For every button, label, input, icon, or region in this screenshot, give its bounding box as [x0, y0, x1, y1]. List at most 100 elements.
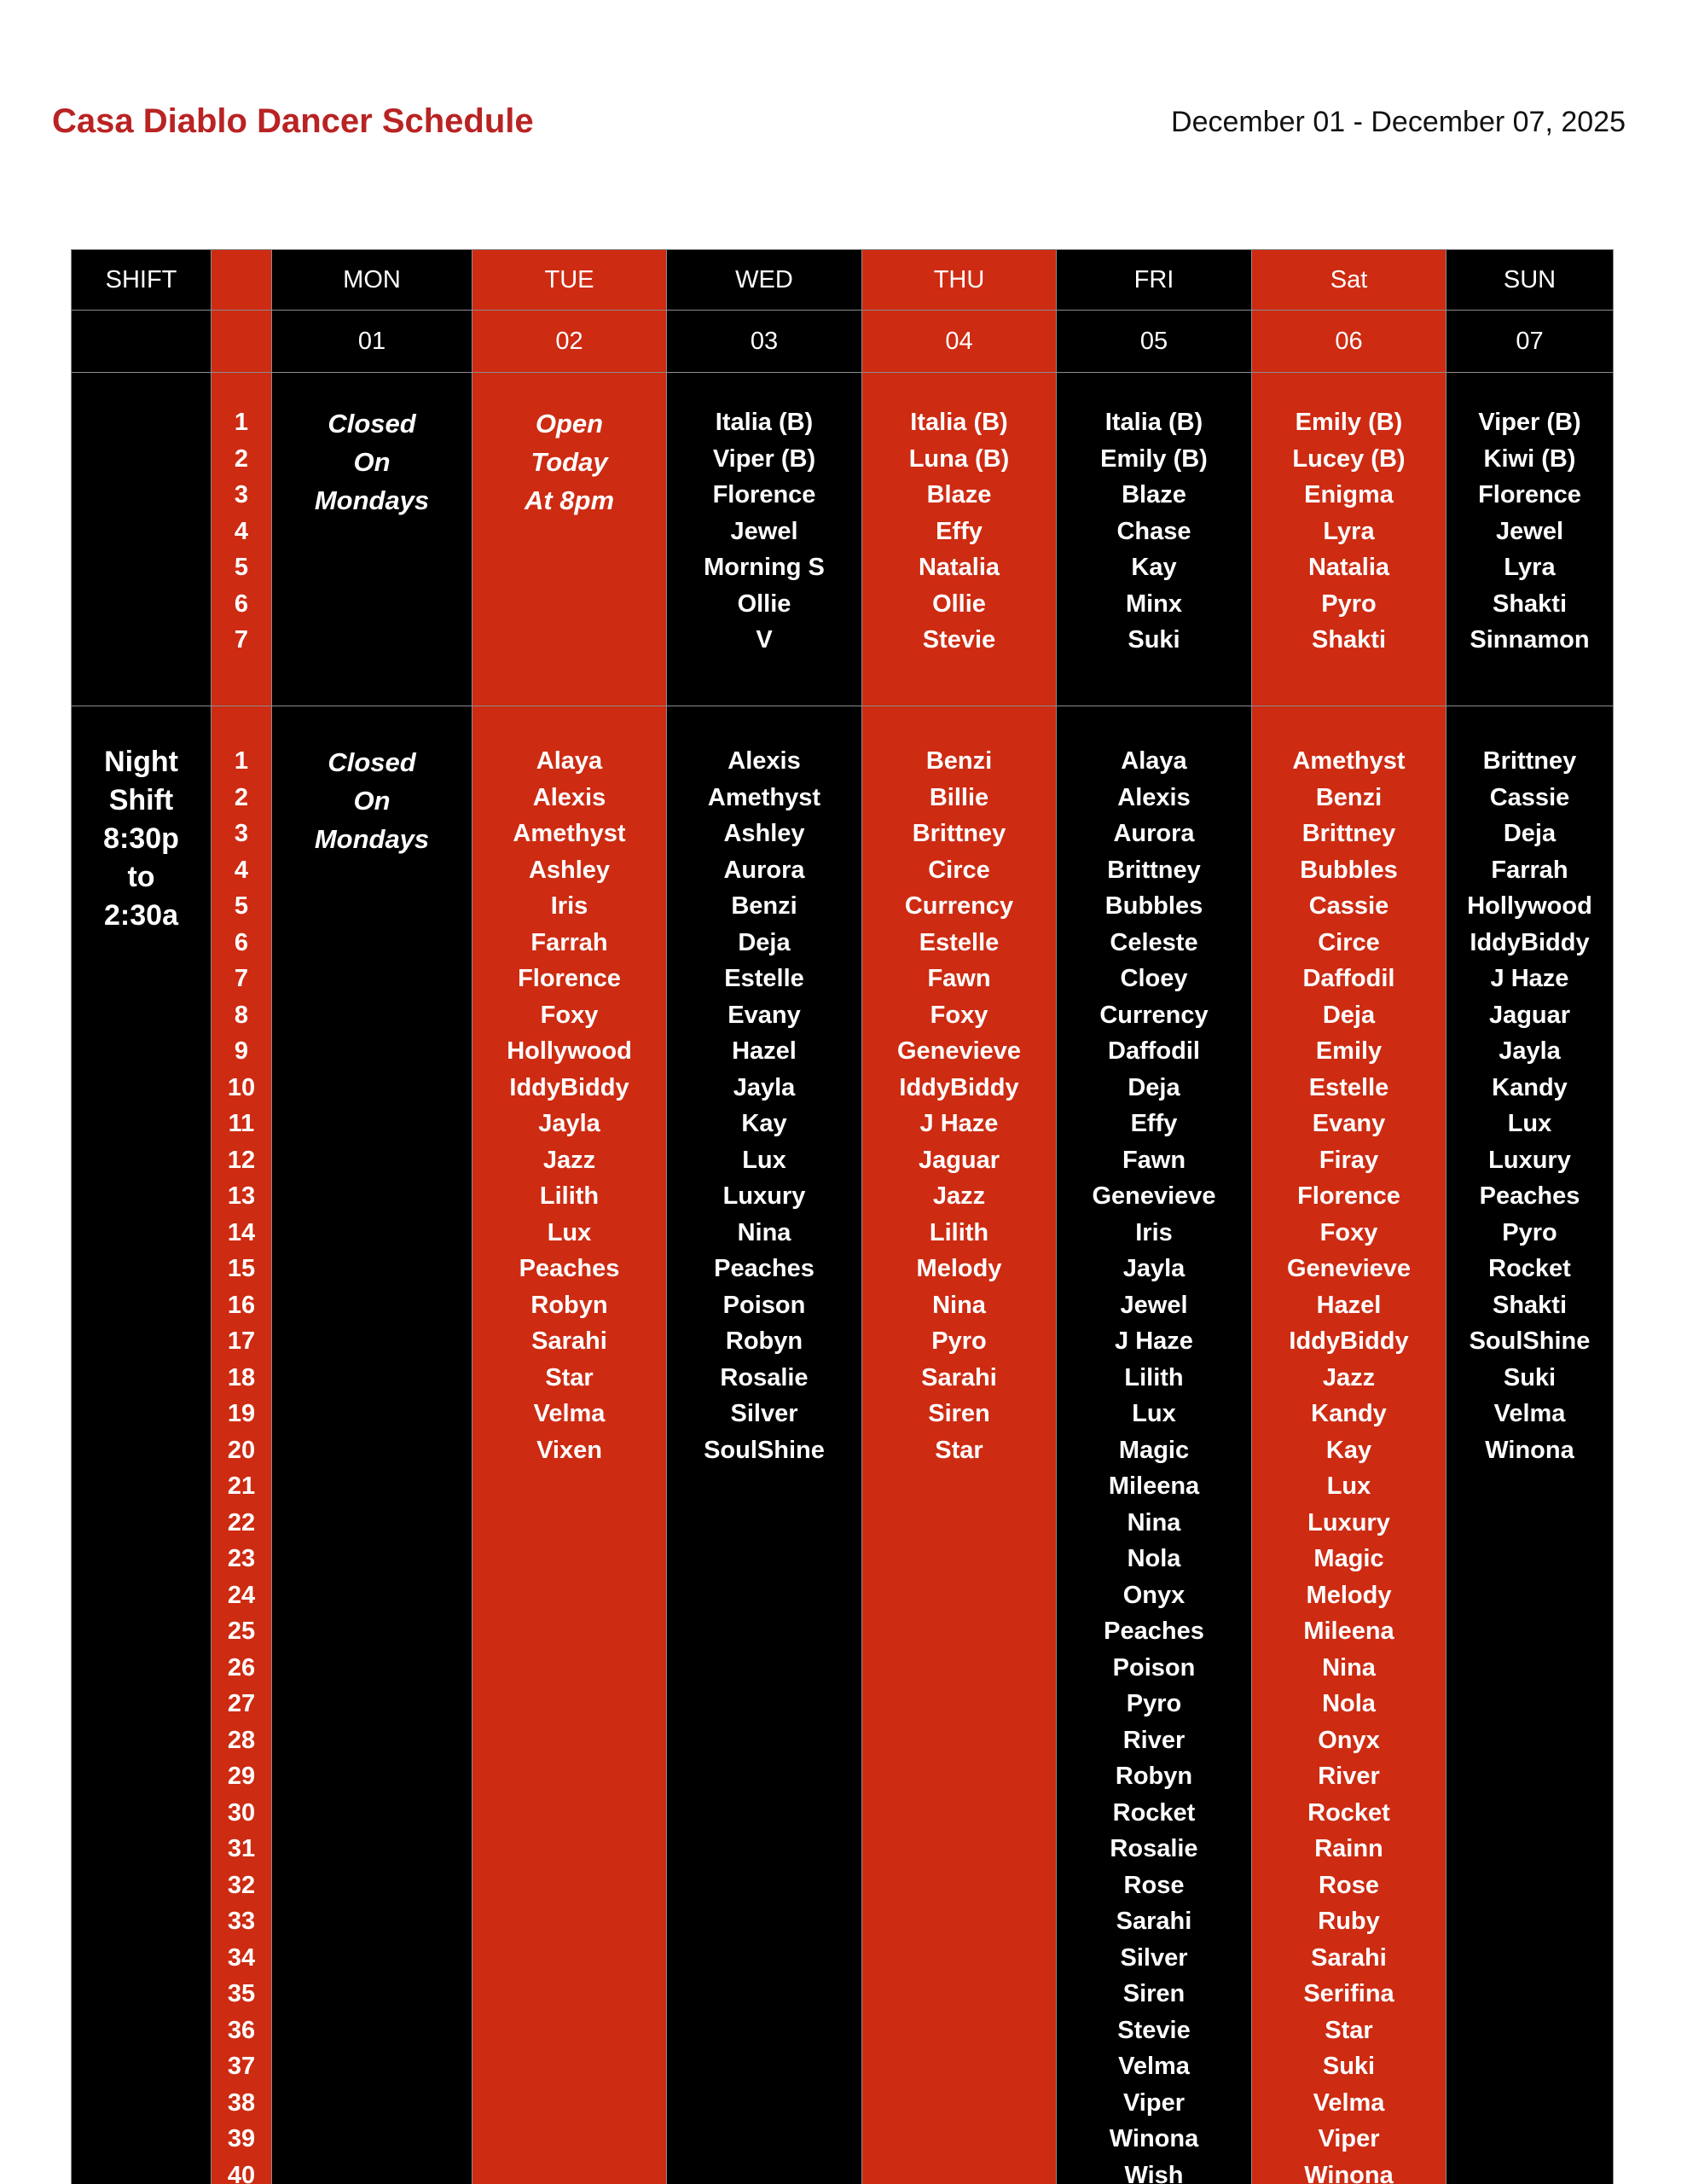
- schedule-line: 40: [227, 2161, 256, 2184]
- schedule-line: Lyra: [1504, 554, 1556, 581]
- schedule-line: Brittney: [1107, 856, 1201, 884]
- schedule-line: Viper: [1318, 2125, 1380, 2152]
- schedule-line: 2:30a: [104, 899, 178, 932]
- schedule-line: Jaguar: [918, 1146, 1000, 1174]
- day-shift-label-cell: [71, 372, 212, 706]
- schedule-line: Pyro: [1321, 590, 1377, 618]
- schedule-line: Deja: [738, 928, 791, 956]
- day-shift-sat-dancer-list: Emily (B) Lucey (B) Enigma Lyra Natalia Pyro S…: [1251, 372, 1446, 706]
- schedule-line: Foxy: [1319, 1218, 1378, 1246]
- schedule-line: Sarahi: [1311, 1943, 1387, 1972]
- night-shift-sun-dancer-list: Brittney Cassie Deja Farrah Hollywood IddyBid…: [1446, 706, 1614, 2184]
- schedule-line: Luna (B): [908, 444, 1010, 473]
- schedule-line: Circe: [928, 856, 990, 884]
- schedule-line: Velma: [1493, 1400, 1566, 1427]
- schedule-line: Rainn: [1314, 1835, 1383, 1862]
- schedule-line: Melody: [916, 1255, 1002, 1282]
- schedule-line: to: [127, 861, 155, 893]
- schedule-line: Open: [535, 409, 604, 439]
- schedule-line: Today: [530, 447, 608, 477]
- schedule-line: Billie: [929, 783, 989, 811]
- schedule-line: Mileena: [1108, 1472, 1200, 1500]
- schedule-line: Italia (B): [910, 409, 1008, 436]
- schedule-line: Hazel: [1316, 1291, 1382, 1319]
- schedule-line: Lucey (B): [1292, 444, 1406, 473]
- schedule-line: Nina: [737, 1218, 791, 1246]
- schedule-line: Poison: [1112, 1653, 1196, 1682]
- schedule-line: Natalia: [1307, 554, 1390, 581]
- schedule-line: 4: [234, 856, 249, 884]
- header-thu: THU: [861, 249, 1057, 311]
- shift-column-header: SHIFT: [71, 249, 212, 311]
- schedule-line: Peaches: [1479, 1182, 1580, 1210]
- schedule-line: 3: [234, 481, 249, 508]
- schedule-line: Farrah: [1491, 856, 1568, 884]
- schedule-line: Alexis: [1117, 783, 1191, 811]
- night-shift-wed-dancer-list: Alexis Amethyst Ashley Aurora Benzi Deja Estel…: [666, 706, 862, 2184]
- night-shift-tue-dancer-list: Alaya Alexis Amethyst Ashley Iris Farrah Flore…: [472, 706, 667, 2184]
- schedule-line: Silver: [730, 1400, 798, 1427]
- schedule-line: River: [1318, 1763, 1380, 1790]
- schedule-line: Peaches: [519, 1255, 620, 1282]
- schedule-line: Magic: [1313, 1545, 1384, 1572]
- schedule-line: Evany: [1312, 1110, 1386, 1137]
- schedule-line: 34: [227, 1943, 256, 1972]
- day-shift-row-numbers: 1 2 3 4 5 6 7: [211, 372, 272, 706]
- schedule-line: Fawn: [927, 965, 991, 992]
- schedule-line: Amethyst: [513, 820, 626, 847]
- schedule-line: Lilith: [539, 1182, 600, 1210]
- schedule-line: Star: [545, 1363, 594, 1391]
- schedule-line: Siren: [1122, 1980, 1186, 2007]
- schedule-line: 24: [227, 1581, 256, 1609]
- schedule-line: Jayla: [538, 1110, 600, 1137]
- schedule-line: Onyx: [1318, 1726, 1380, 1754]
- schedule-line: Ashley: [723, 820, 805, 847]
- dancer-schedule-table: SHIFT MON TUE WED THU FRI Sat SUN 01 02 …: [71, 249, 1614, 2184]
- schedule-line: Blaze: [1122, 481, 1186, 508]
- schedule-line: Rocket: [1488, 1255, 1571, 1282]
- schedule-line: Ruby: [1318, 1908, 1380, 1935]
- schedule-line: Mondays: [314, 824, 430, 854]
- schedule-line: Jayla: [1499, 1037, 1561, 1065]
- schedule-line: Pyro: [931, 1327, 987, 1355]
- header-sun: SUN: [1446, 249, 1614, 311]
- schedule-line: 16: [227, 1291, 256, 1319]
- schedule-line: Jewel: [1120, 1291, 1188, 1319]
- schedule-line: Magic: [1118, 1436, 1190, 1464]
- schedule-line: Viper: [1122, 2088, 1185, 2117]
- schedule-line: Deja: [1128, 1073, 1180, 1101]
- schedule-line: Cassie: [1489, 783, 1570, 811]
- day-shift-thu-dancer-list: Italia (B) Luna (B) Blaze Effy Natalia Ollie S…: [861, 372, 1057, 706]
- schedule-line: IddyBiddy: [899, 1073, 1019, 1101]
- night-shift-row: Night Shift 8:30p to 2:30a 1 2 3 4 5 6 7 8 9 10 11 12 13…: [71, 706, 1614, 2184]
- schedule-line: Cassie: [1308, 892, 1389, 920]
- schedule-line: Jaguar: [1488, 1001, 1571, 1029]
- schedule-line: Kay: [741, 1110, 787, 1137]
- schedule-line: 38: [227, 2088, 256, 2117]
- schedule-line: 22: [227, 1508, 256, 1536]
- schedule-line: Peaches: [714, 1255, 815, 1282]
- schedule-line: Currency: [904, 892, 1014, 920]
- schedule-line: 29: [227, 1763, 256, 1790]
- day-shift-mon-closed-notice: Closed On Mondays: [271, 372, 472, 706]
- schedule-line: Silver: [1120, 1943, 1188, 1972]
- schedule-line: Effy: [936, 517, 983, 545]
- schedule-line: Jewel: [1496, 517, 1563, 545]
- date-sun: 07: [1446, 310, 1614, 373]
- schedule-line: 36: [227, 2016, 256, 2044]
- schedule-line: Benzi: [731, 892, 797, 920]
- schedule-line: 5: [234, 892, 249, 920]
- schedule-line: 18: [227, 1363, 256, 1391]
- date-range: December 01 - December 07, 2025: [1171, 106, 1626, 138]
- schedule-line: Ollie: [737, 590, 791, 618]
- schedule-line: Benzi: [1315, 783, 1383, 811]
- schedule-line: Luxury: [1488, 1146, 1571, 1174]
- schedule-line: Celeste: [1110, 928, 1198, 956]
- schedule-line: 19: [227, 1400, 256, 1427]
- schedule-line: 20: [227, 1436, 256, 1464]
- schedule-line: Firay: [1319, 1146, 1379, 1174]
- schedule-line: Closed: [328, 747, 416, 777]
- night-shift-row-numbers: 1 2 3 4 5 6 7 8 9 10 11 12 13 14 15 16 17 18 19 20 21 22 23 24 2…: [211, 706, 272, 2184]
- schedule-line: 1: [234, 747, 249, 775]
